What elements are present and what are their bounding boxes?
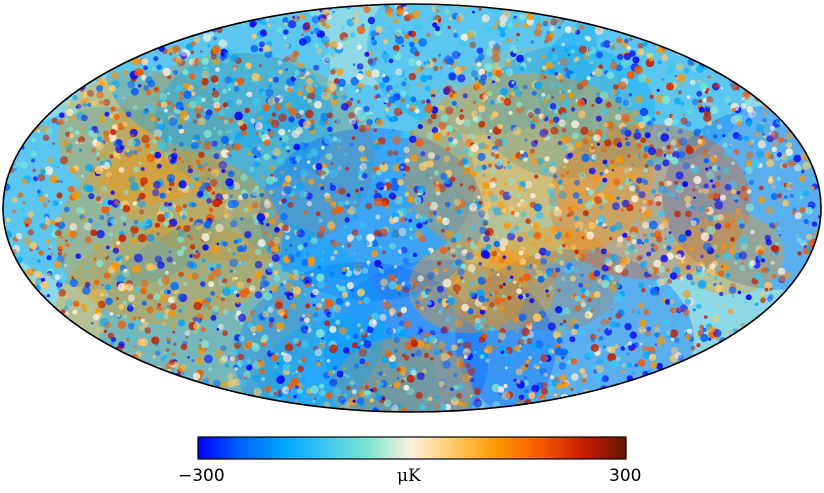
colorbar-unit-label: μK <box>397 466 421 486</box>
sky-map-fluctuations <box>3 4 821 412</box>
sky-map-outline <box>2 3 822 413</box>
colorbar-min-label: −300 <box>178 466 225 486</box>
colorbar-frame <box>197 436 627 460</box>
colorbar-max-label: 300 <box>609 466 642 486</box>
sky-map-fill <box>3 4 821 412</box>
colorbar-gradient <box>198 437 626 459</box>
